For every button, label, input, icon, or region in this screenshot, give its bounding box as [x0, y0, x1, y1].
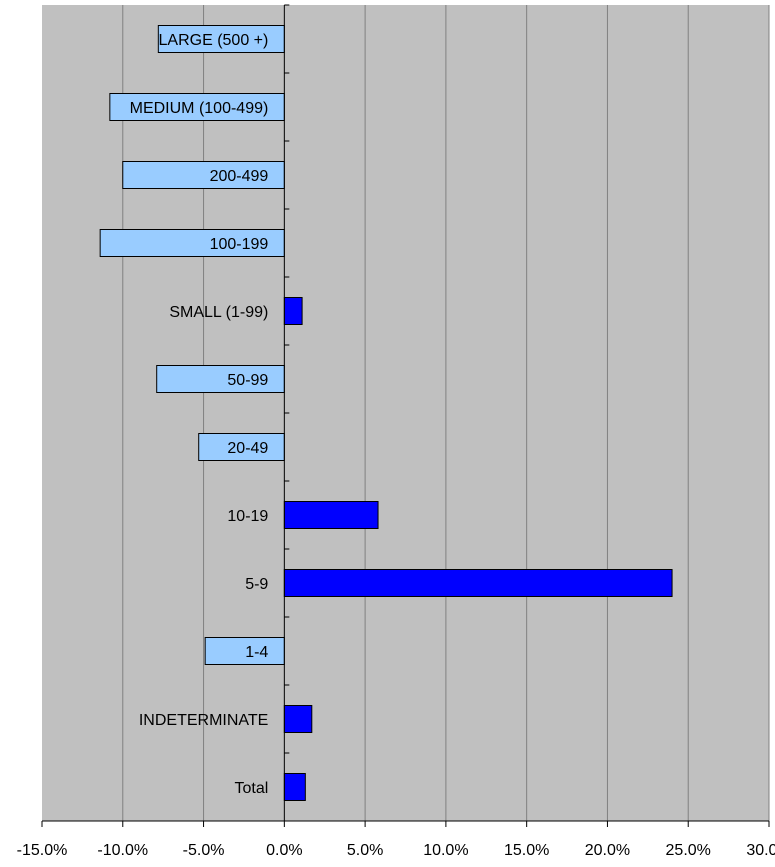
category-label: 20-49 — [227, 440, 268, 457]
category-label: MEDIUM (100-499) — [130, 100, 269, 117]
category-label: 5-9 — [245, 576, 268, 593]
x-tick-label: 0.0% — [266, 842, 302, 859]
category-label: 1-4 — [245, 644, 268, 661]
category-label: 10-19 — [227, 508, 268, 525]
x-tick-label: 30.0% — [746, 842, 775, 859]
x-tick-label: -10.0% — [97, 842, 148, 859]
x-axis: -15.0% -10.0% -5.0% 0.0% 5.0% 10.0% 15.0% 20.0%… — [17, 820, 775, 859]
category-label: 200-499 — [210, 168, 269, 185]
x-tick-label: -15.0% — [17, 842, 68, 859]
category-label: SMALL (1-99) — [169, 304, 268, 321]
bar — [109, 93, 285, 121]
x-tick-label: -5.0% — [183, 842, 225, 859]
bar — [283, 569, 673, 597]
x-tick-label: 25.0% — [666, 842, 711, 859]
bars — [99, 25, 673, 801]
x-tick-label: 20.0% — [585, 842, 630, 859]
x-tick-label: 5.0% — [347, 842, 383, 859]
x-tick-label: 15.0% — [504, 842, 549, 859]
bar — [283, 297, 303, 325]
bar — [283, 501, 379, 529]
category-label: LARGE (500 +) — [159, 32, 269, 49]
plot-area — [42, 5, 769, 821]
bar — [283, 773, 306, 801]
bar — [157, 25, 285, 53]
gridlines — [122, 5, 770, 821]
category-label: Total — [235, 780, 269, 797]
category-label: INDETERMINATE — [139, 712, 268, 729]
category-labels: LARGE (500 +) MEDIUM (100-499) 200-499 100-… — [130, 32, 269, 797]
bar — [283, 705, 313, 733]
bar — [156, 365, 285, 393]
y-axis — [283, 4, 290, 822]
bar — [198, 433, 285, 461]
x-tick-label: 10.0% — [423, 842, 468, 859]
category-label: 100-199 — [210, 236, 269, 253]
bar — [204, 637, 285, 665]
category-label: 50-99 — [227, 372, 268, 389]
